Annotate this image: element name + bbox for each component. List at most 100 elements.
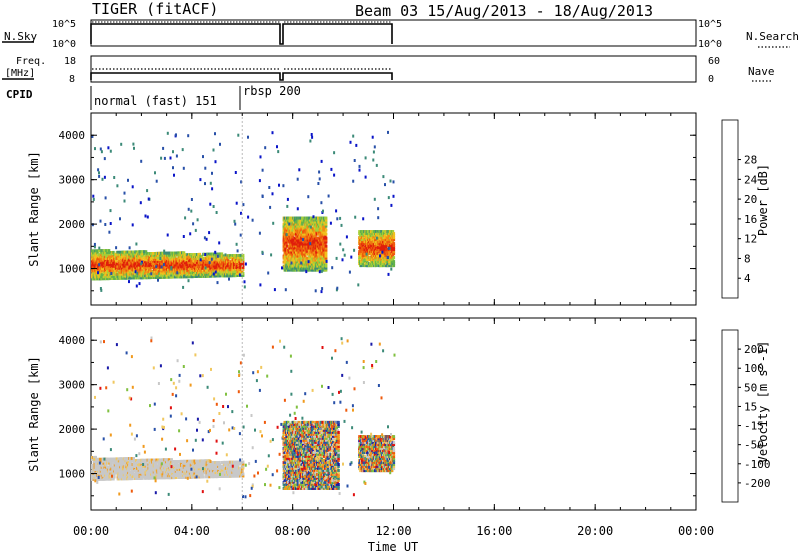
scatter-cell xyxy=(149,268,152,272)
scatter-cell xyxy=(143,458,146,462)
scatter-cell xyxy=(358,164,361,168)
scatter-cell xyxy=(387,272,390,276)
scatter-cell xyxy=(152,460,156,464)
scatter-cell xyxy=(105,467,108,471)
scatter-cell xyxy=(113,465,116,469)
scatter-cell xyxy=(104,259,107,263)
scatter-cell xyxy=(228,277,230,281)
scatter-cell xyxy=(210,475,213,479)
scatter-cell xyxy=(303,252,307,256)
scatter-cell xyxy=(382,232,386,236)
scatter-cell xyxy=(352,179,355,183)
scatter-cell xyxy=(148,468,151,472)
scatter-cell xyxy=(364,238,367,242)
scatter-cell xyxy=(101,465,105,469)
scatter-cell xyxy=(138,264,142,268)
scatter-cell xyxy=(143,270,146,274)
scatter-cell xyxy=(382,175,385,179)
scatter-cell xyxy=(289,218,293,222)
scatter-cell xyxy=(315,226,318,230)
scatter-cell xyxy=(119,250,122,254)
scatter-cell xyxy=(135,250,138,254)
scatter-cell xyxy=(380,230,383,234)
scatter-cell xyxy=(324,244,328,248)
scatter-cell xyxy=(285,220,288,224)
scatter-cell xyxy=(234,222,237,226)
scatter-cell xyxy=(298,256,301,260)
scatter-cell xyxy=(204,459,208,463)
scatter-cell xyxy=(387,130,389,134)
scatter-cell xyxy=(101,277,105,281)
scatter-cell xyxy=(320,244,323,248)
scatter-cell xyxy=(321,258,324,262)
scatter-cell xyxy=(207,270,210,274)
scatter-cell xyxy=(135,284,138,288)
scatter-cell xyxy=(194,465,197,469)
scatter-cell xyxy=(324,232,328,236)
scatter-cell xyxy=(204,253,207,256)
scatter-cell xyxy=(187,279,190,283)
scatter-cell xyxy=(352,134,355,138)
scatter-cell xyxy=(391,230,395,234)
scatter-cell xyxy=(382,230,385,234)
scatter-cell xyxy=(237,272,240,275)
scatter-cell xyxy=(392,264,396,268)
scatter-cell xyxy=(213,258,217,262)
scatter-cell xyxy=(98,463,101,467)
scatter-cell xyxy=(218,252,222,256)
scatter-cell xyxy=(219,266,223,270)
scatter-cell xyxy=(106,473,110,477)
scatter-cell xyxy=(317,222,321,226)
scatter-cell xyxy=(184,255,187,259)
scatter-cell xyxy=(330,167,333,171)
nsky-hi: 10^5 xyxy=(52,19,76,30)
scatter-cell xyxy=(392,234,396,238)
scatter-cell xyxy=(386,255,389,259)
scatter-cell xyxy=(286,252,289,256)
scatter-cell xyxy=(315,254,318,258)
scatter-cell xyxy=(190,465,194,469)
scatter-cell xyxy=(366,260,369,264)
scatter-cell xyxy=(212,205,215,208)
scatter-cell xyxy=(226,256,229,260)
scatter-cell xyxy=(300,264,303,268)
scatter-cell xyxy=(331,266,334,270)
scatter-cell xyxy=(219,142,221,146)
scatter-cell xyxy=(220,252,224,256)
scatter-cell xyxy=(188,473,191,477)
scatter-cell xyxy=(155,458,158,462)
scatter-cell xyxy=(133,270,136,274)
scatter-cell xyxy=(123,465,127,469)
scatter-cell xyxy=(135,463,138,466)
nsky-label: N.Sky xyxy=(4,30,37,43)
scatter-cell xyxy=(375,264,378,268)
scatter-cell xyxy=(375,246,378,250)
scatter-cell xyxy=(188,265,191,269)
scatter-cell xyxy=(364,244,367,248)
ytick-label: 3000 xyxy=(59,174,86,187)
scatter-cell xyxy=(195,467,198,471)
scatter-cell xyxy=(93,242,96,246)
scatter-cell xyxy=(148,462,151,466)
scatter-cell xyxy=(241,263,245,267)
scatter-cell xyxy=(136,264,140,268)
scatter-cell xyxy=(121,467,125,471)
scatter-cell xyxy=(324,230,327,234)
scatter-cell xyxy=(119,276,122,280)
scatter-cell xyxy=(292,258,295,262)
scatter-cell xyxy=(135,268,138,272)
beam-date-title: Beam 03 15/Aug/2013 - 18/Aug/2013 xyxy=(355,2,653,20)
scatter-cell xyxy=(144,250,148,254)
scatter-cell xyxy=(190,209,193,213)
scatter-cell xyxy=(211,465,215,469)
scatter-cell xyxy=(103,465,106,469)
scatter-cell xyxy=(296,256,300,260)
scatter-cell xyxy=(124,258,127,262)
scatter-cell xyxy=(288,248,292,252)
scatter-cell xyxy=(196,473,199,477)
scatter-cell xyxy=(108,230,111,234)
scatter-cell xyxy=(108,475,112,479)
scatter-cell xyxy=(173,173,175,177)
scatter-cell xyxy=(284,226,287,230)
scatter-cell xyxy=(140,470,143,474)
